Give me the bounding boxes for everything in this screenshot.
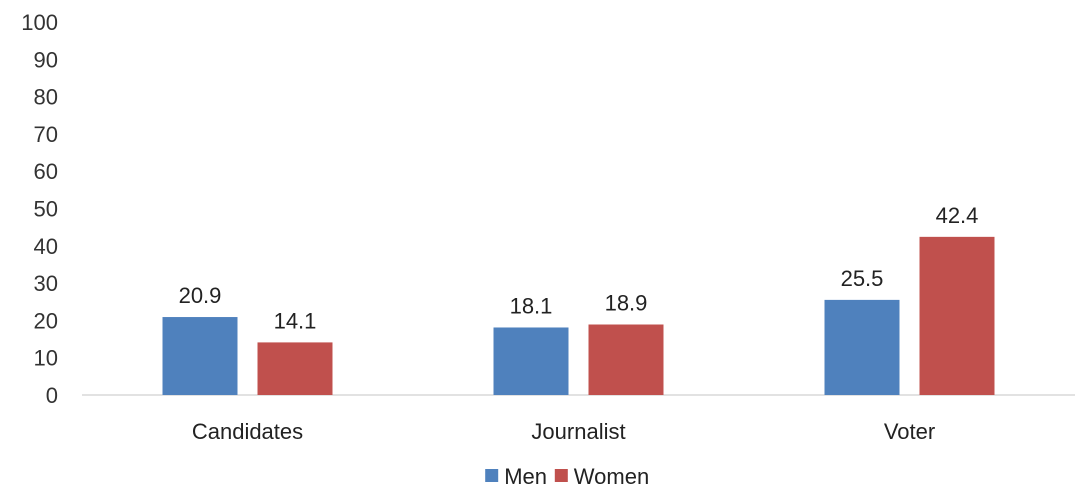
y-tick-label: 10 — [34, 346, 58, 371]
data-labels: 20.9 14.1 18.1 18.9 25.5 42.4 — [179, 203, 979, 334]
y-tick-label: 90 — [34, 47, 58, 72]
legend-label-men: Men — [504, 464, 547, 489]
y-tick-label: 0 — [46, 383, 58, 408]
y-tick-label: 20 — [34, 308, 58, 333]
y-tick-label: 60 — [34, 159, 58, 184]
bars — [162, 236, 995, 395]
bar-men-candidates — [162, 317, 238, 395]
bar-men-journalist — [493, 327, 569, 395]
bar-men-voter — [824, 299, 900, 395]
data-label-men-voter: 25.5 — [841, 266, 884, 291]
data-label-men-journalist: 18.1 — [510, 293, 553, 318]
legend-label-women: Women — [574, 464, 649, 489]
bar-women-journalist — [588, 324, 664, 395]
x-tick-label: Journalist — [531, 419, 625, 444]
data-label-women-journalist: 18.9 — [605, 291, 648, 316]
y-tick-label: 30 — [34, 271, 58, 296]
legend-swatch-men — [485, 469, 499, 482]
y-axis: 0 10 20 30 40 50 60 70 80 90 100 — [21, 10, 58, 408]
y-tick-label: 100 — [21, 10, 58, 35]
x-tick-label: Voter — [884, 419, 935, 444]
legend-swatch-women — [554, 469, 568, 482]
bar-women-candidates — [257, 342, 333, 395]
y-tick-label: 50 — [34, 197, 58, 222]
data-label-women-candidates: 14.1 — [274, 308, 317, 333]
category-labels: Candidates Journalist Voter — [192, 419, 935, 444]
y-tick-label: 80 — [34, 85, 58, 110]
y-tick-label: 70 — [34, 122, 58, 147]
bar-women-voter — [919, 236, 995, 395]
y-tick-label: 40 — [34, 234, 58, 259]
data-label-women-voter: 42.4 — [936, 203, 979, 228]
data-label-men-candidates: 20.9 — [179, 283, 222, 308]
legend: Men Women — [485, 464, 649, 489]
x-tick-label: Candidates — [192, 419, 303, 444]
